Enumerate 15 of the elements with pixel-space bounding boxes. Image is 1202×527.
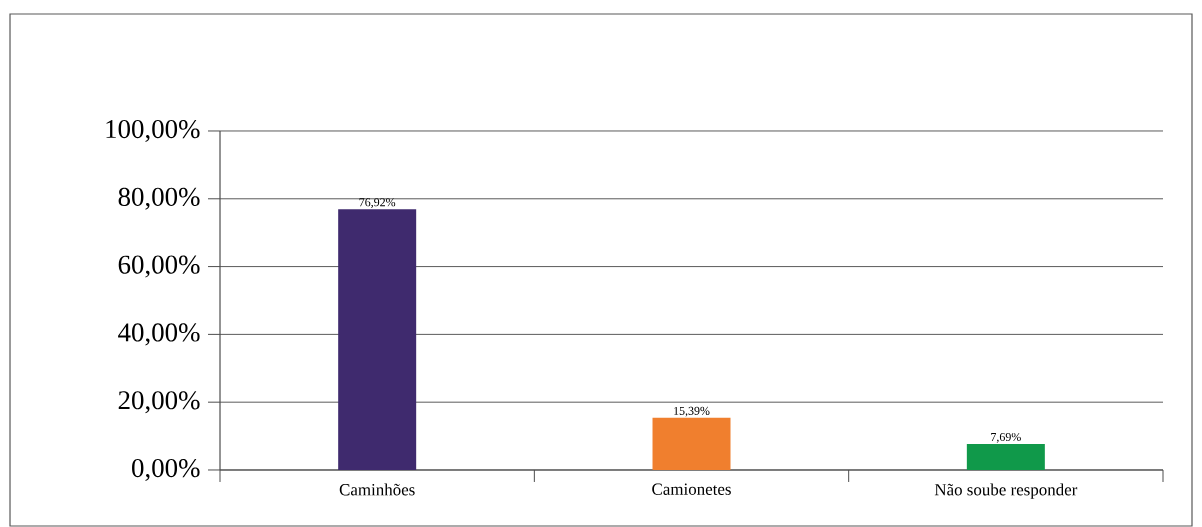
bar (966, 443, 1045, 470)
y-tick-label: 40,00% (118, 323, 200, 346)
bar (652, 417, 731, 470)
y-tick-label: 20,00% (118, 391, 200, 414)
bar (338, 209, 417, 470)
y-tick-label: 80,00% (118, 187, 200, 210)
data-label: 76,92% (359, 198, 396, 209)
data-label: 15,39% (674, 406, 710, 417)
y-tick-label: 0,00% (132, 458, 200, 481)
y-tick-label: 60,00% (118, 255, 200, 278)
x-tick-label: Camionetes (652, 483, 731, 495)
x-tick-label: Não soube responder (934, 483, 1078, 499)
x-tick-label: Caminhões (339, 483, 415, 496)
y-tick-label: 100,00% (106, 119, 200, 142)
data-label: 7,69% (991, 432, 1021, 443)
